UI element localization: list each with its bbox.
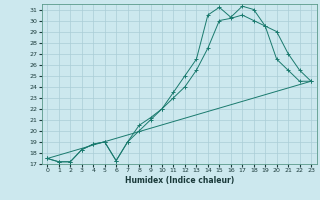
X-axis label: Humidex (Indice chaleur): Humidex (Indice chaleur)	[124, 176, 234, 185]
